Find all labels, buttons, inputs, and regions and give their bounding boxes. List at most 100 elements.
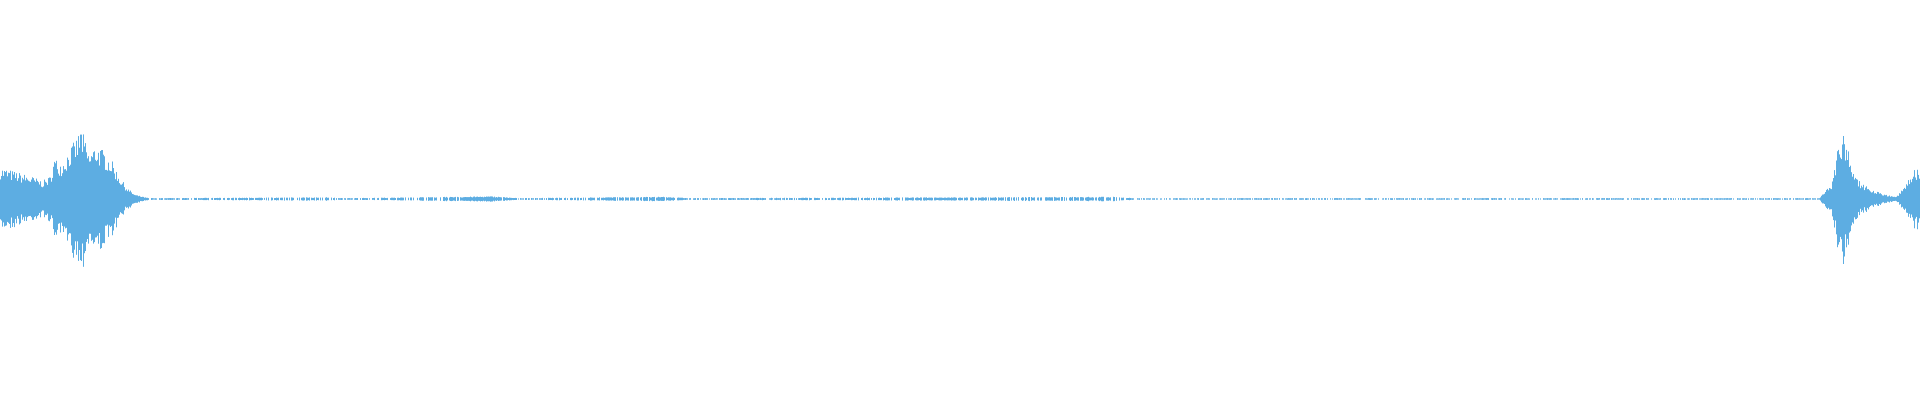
waveform-sample-bar	[31, 179, 32, 218]
waveform-sample-bar	[551, 198, 552, 200]
waveform-sample-bar	[1467, 198, 1468, 200]
waveform-sample-bar	[1905, 188, 1906, 209]
waveform-sample-bar	[394, 197, 395, 201]
waveform-sample-bar	[1282, 198, 1283, 200]
waveform-sample-bar	[916, 197, 917, 201]
waveform-sample-bar	[1782, 198, 1783, 200]
waveform-sample-bar	[1058, 197, 1059, 201]
waveform-sample-bar	[1903, 189, 1904, 209]
waveform-sample-bar	[1883, 195, 1884, 203]
waveform-sample-bar	[1406, 198, 1407, 200]
waveform-sample-bar	[83, 134, 84, 267]
waveform-sample-bar	[1056, 197, 1057, 201]
waveform-sample-bar	[1330, 198, 1331, 200]
waveform-sample-bar	[18, 178, 19, 219]
waveform-sample-bar	[1706, 198, 1707, 200]
waveform-sample-bar	[1710, 198, 1711, 200]
waveform-sample-bar	[168, 198, 169, 200]
waveform-sample-bar	[7, 176, 8, 222]
waveform-sample-bar	[1446, 198, 1447, 200]
waveform-sample-bar	[308, 197, 309, 201]
waveform-sample-bar	[145, 197, 146, 201]
waveform-sample-bar	[627, 197, 628, 201]
waveform-sample-bar	[770, 198, 771, 200]
waveform-sample-bar	[1431, 198, 1432, 200]
waveform-sample-bar	[1215, 198, 1216, 200]
waveform-sample-bar	[96, 161, 97, 238]
waveform-sample-bar	[445, 197, 446, 201]
waveform-sample-bar	[702, 198, 703, 200]
waveform-sample-bar	[1214, 198, 1215, 200]
waveform-sample-bar	[583, 197, 584, 201]
waveform-sample-bar	[839, 197, 840, 201]
waveform-sample-bar	[663, 196, 664, 201]
waveform-sample-bar	[818, 198, 819, 200]
waveform-sample-bar	[921, 197, 922, 201]
waveform-sample-bar	[1766, 198, 1767, 200]
waveform-sample-bar	[1699, 198, 1700, 200]
waveform-sample-bar	[697, 198, 698, 200]
waveform-sample-bar	[187, 198, 188, 200]
waveform-sample-bar	[87, 158, 88, 239]
waveform-sample-bar	[1106, 197, 1107, 201]
waveform-sample-bar	[684, 198, 685, 200]
waveform-sample-bar	[1300, 198, 1301, 200]
waveform-sample-bar	[1376, 198, 1377, 200]
waveform-sample-bar	[759, 198, 760, 200]
waveform-sample-bar	[999, 197, 1000, 201]
waveform-sample-bar	[670, 197, 671, 201]
waveform-sample-bar	[835, 198, 836, 200]
waveform-sample-bar	[689, 198, 690, 200]
waveform-sample-bar	[1396, 198, 1397, 200]
waveform-sample-bar	[1623, 198, 1624, 200]
waveform-sample-bar	[92, 157, 93, 240]
waveform-sample-bar	[1394, 198, 1395, 200]
waveform-sample-bar	[801, 197, 802, 201]
waveform-sample-bar	[122, 183, 123, 214]
waveform-sample-bar	[744, 198, 745, 200]
waveform-sample-bar	[1855, 177, 1856, 220]
waveform-sample-bar	[650, 197, 651, 201]
waveform-sample-bar	[27, 179, 28, 218]
waveform-sample-bar	[1307, 198, 1308, 200]
waveform-sample-bar	[264, 197, 265, 200]
waveform-sample-bar	[1256, 198, 1257, 200]
waveform-sample-bar	[129, 191, 130, 207]
waveform-sample-bar	[1613, 198, 1614, 200]
waveform-sample-bar	[30, 181, 31, 216]
waveform-sample-bar	[792, 198, 793, 200]
waveform-sample-bar	[995, 197, 996, 201]
waveform-sample-bar	[99, 165, 100, 233]
waveform-sample-bar	[1417, 198, 1418, 200]
waveform-sample-bar	[721, 198, 722, 200]
waveform-sample-bar	[100, 151, 101, 249]
waveform-sample-bar	[179, 198, 180, 200]
waveform-sample-bar	[1392, 198, 1393, 200]
waveform-sample-bar	[1061, 197, 1062, 201]
waveform-sample-bar	[1291, 198, 1292, 200]
waveform-sample-bar	[885, 197, 886, 201]
waveform-sample-bar	[1116, 197, 1117, 201]
waveform-sample-bar	[119, 183, 120, 215]
waveform-sample-bar	[74, 146, 75, 250]
waveform-sample-bar	[245, 198, 246, 200]
waveform-sample-bar	[143, 196, 144, 201]
waveform-sample-bar	[687, 198, 688, 200]
waveform-sample-bar	[278, 197, 279, 201]
waveform-sample-bar	[271, 197, 272, 201]
waveform-sample-bar	[32, 177, 33, 220]
waveform-sample-bar	[1670, 198, 1671, 200]
waveform-sample-bar	[1098, 197, 1099, 201]
waveform-sample-bar	[1799, 198, 1800, 200]
waveform-sample-bar	[1606, 198, 1607, 200]
waveform-sample-bar	[1682, 198, 1683, 200]
waveform-sample-bar	[377, 198, 378, 200]
waveform-sample-bar	[1051, 197, 1052, 201]
waveform-sample-bar	[188, 198, 189, 200]
waveform-sample-bar	[567, 198, 568, 200]
waveform-sample-bar	[946, 197, 947, 201]
waveform-sample-bar	[979, 197, 980, 201]
waveform-sample-bar	[1260, 198, 1261, 200]
waveform-sample-bar	[740, 198, 741, 200]
waveform-sample-bar	[580, 198, 581, 201]
